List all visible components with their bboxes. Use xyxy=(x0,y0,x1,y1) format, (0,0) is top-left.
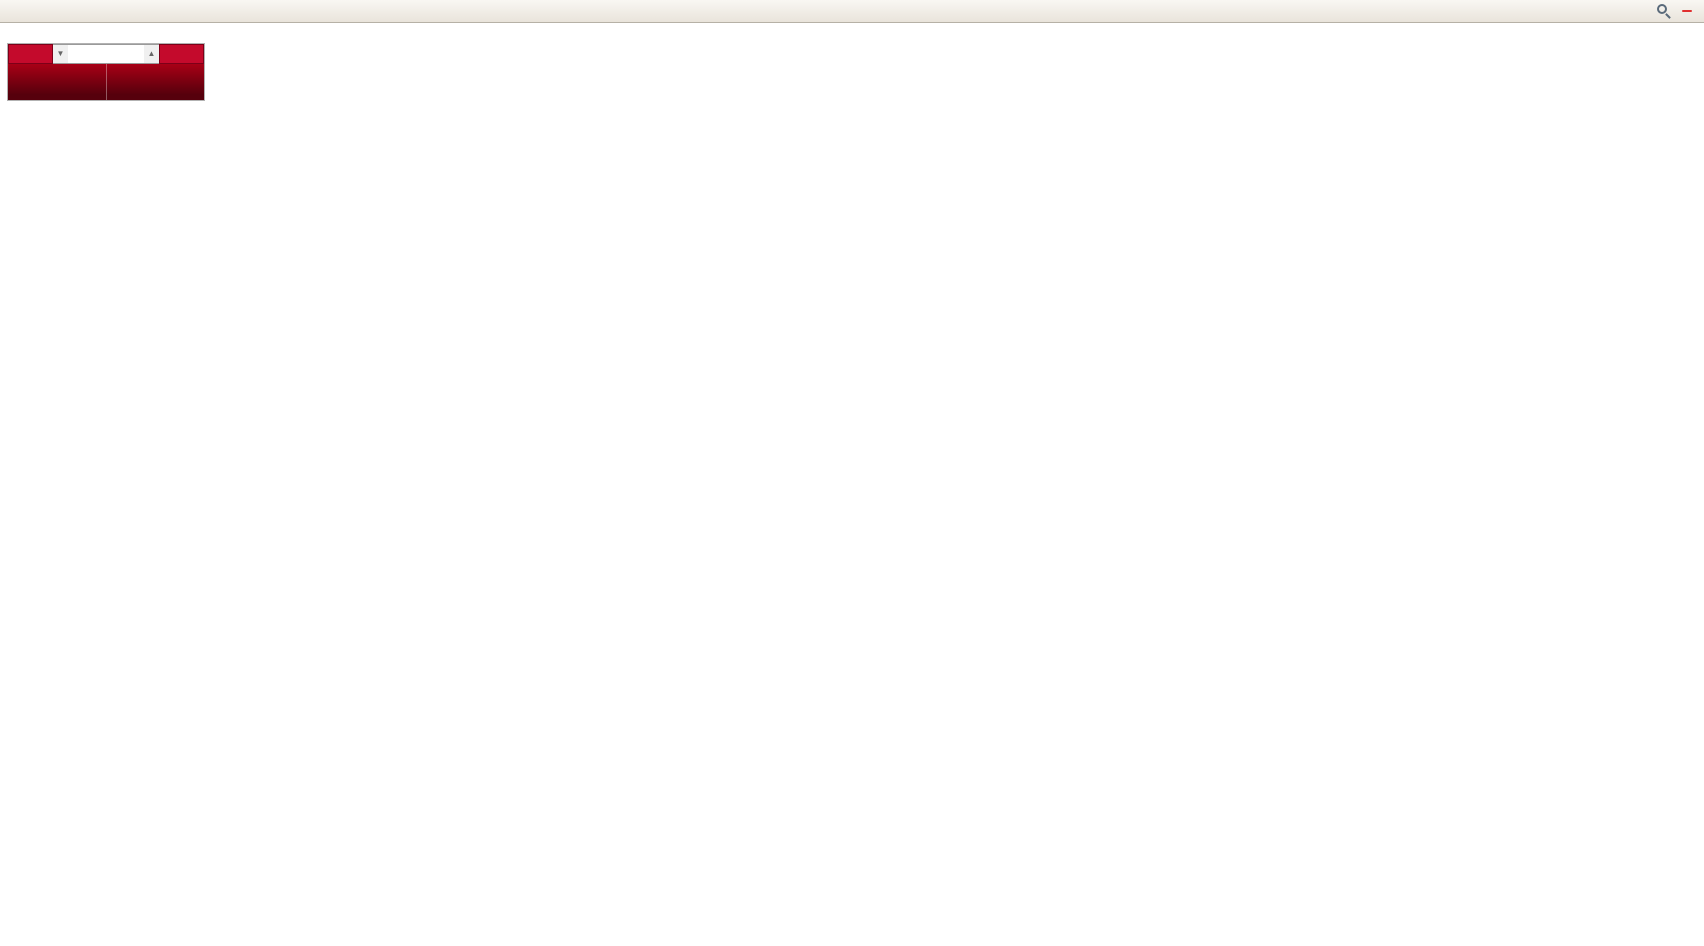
one-click-prices xyxy=(8,64,204,100)
price-axis[interactable] xyxy=(1527,23,1704,852)
buy-price[interactable] xyxy=(107,64,205,100)
search-icon[interactable] xyxy=(1657,3,1672,19)
toolbar xyxy=(0,0,1704,23)
time-axis[interactable] xyxy=(0,853,1526,870)
volume-control: ▼ ▲ xyxy=(53,44,159,64)
sell-price[interactable] xyxy=(8,64,106,100)
volume-increase-button[interactable]: ▲ xyxy=(144,45,159,63)
sell-button[interactable] xyxy=(8,44,53,64)
one-click-controls: ▼ ▲ xyxy=(8,44,204,64)
search-handle xyxy=(1665,12,1671,19)
volume-input[interactable] xyxy=(68,45,144,63)
one-click-trading-panel: ▼ ▲ xyxy=(8,44,204,100)
search-lens xyxy=(1657,3,1667,14)
price-divider xyxy=(105,64,107,100)
notification-badge[interactable] xyxy=(1682,10,1692,12)
toolbar-right xyxy=(1657,3,1692,19)
buy-button[interactable] xyxy=(159,44,204,64)
volume-decrease-button[interactable]: ▼ xyxy=(53,45,68,63)
